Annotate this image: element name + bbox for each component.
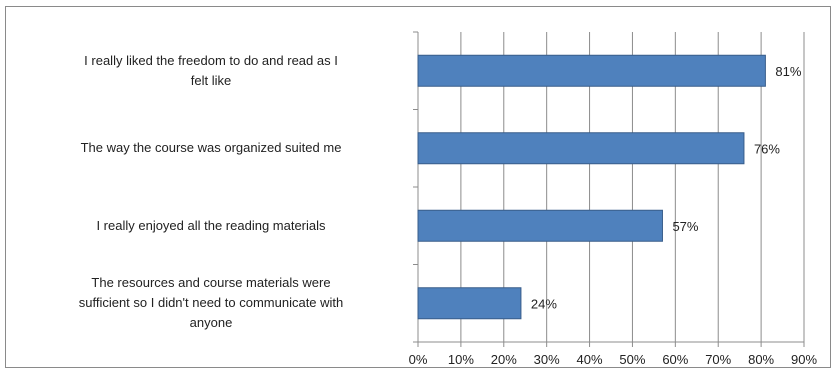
category-label-line: I really liked the freedom to do and rea… — [84, 52, 338, 68]
bar-2 — [417, 132, 745, 165]
x-tick-label-0pct: 0% — [409, 352, 428, 367]
x-tick-label-30pct: 30% — [534, 352, 560, 367]
bar-4 — [417, 287, 522, 320]
bar-1 — [417, 54, 766, 87]
category-label-line: The resources and course materials were — [91, 275, 331, 291]
category-label-line: anyone — [189, 315, 233, 331]
category-label-1: I really liked the freedom to do and rea… — [16, 51, 406, 91]
data-label-3: 57% — [672, 219, 698, 234]
x-tick-label-80pct: 80% — [748, 352, 774, 367]
bar-3 — [417, 209, 663, 242]
category-label-line: The way the course was organized suited … — [80, 140, 342, 156]
x-tick-label-10pct: 10% — [448, 352, 474, 367]
data-label-1: 81% — [775, 64, 801, 79]
category-label-line: sufficient so I didn't need to communica… — [78, 295, 344, 311]
data-label-4: 24% — [531, 296, 557, 311]
x-tick-label-90pct: 90% — [791, 352, 817, 367]
category-label-2: The way the course was organized suited … — [16, 138, 406, 158]
category-label-3: I really enjoyed all the reading materia… — [16, 216, 406, 236]
category-label-4: The resources and course materials were s… — [16, 273, 406, 333]
x-tick-label-40pct: 40% — [577, 352, 603, 367]
category-label-line: felt like — [190, 72, 232, 88]
x-tick-label-70pct: 70% — [705, 352, 731, 367]
category-label-line: I really enjoyed all the reading materia… — [96, 217, 326, 233]
x-tick-label-20pct: 20% — [491, 352, 517, 367]
x-tick-label-60pct: 60% — [662, 352, 688, 367]
data-label-2: 76% — [754, 141, 780, 156]
x-tick-label-50pct: 50% — [619, 352, 645, 367]
